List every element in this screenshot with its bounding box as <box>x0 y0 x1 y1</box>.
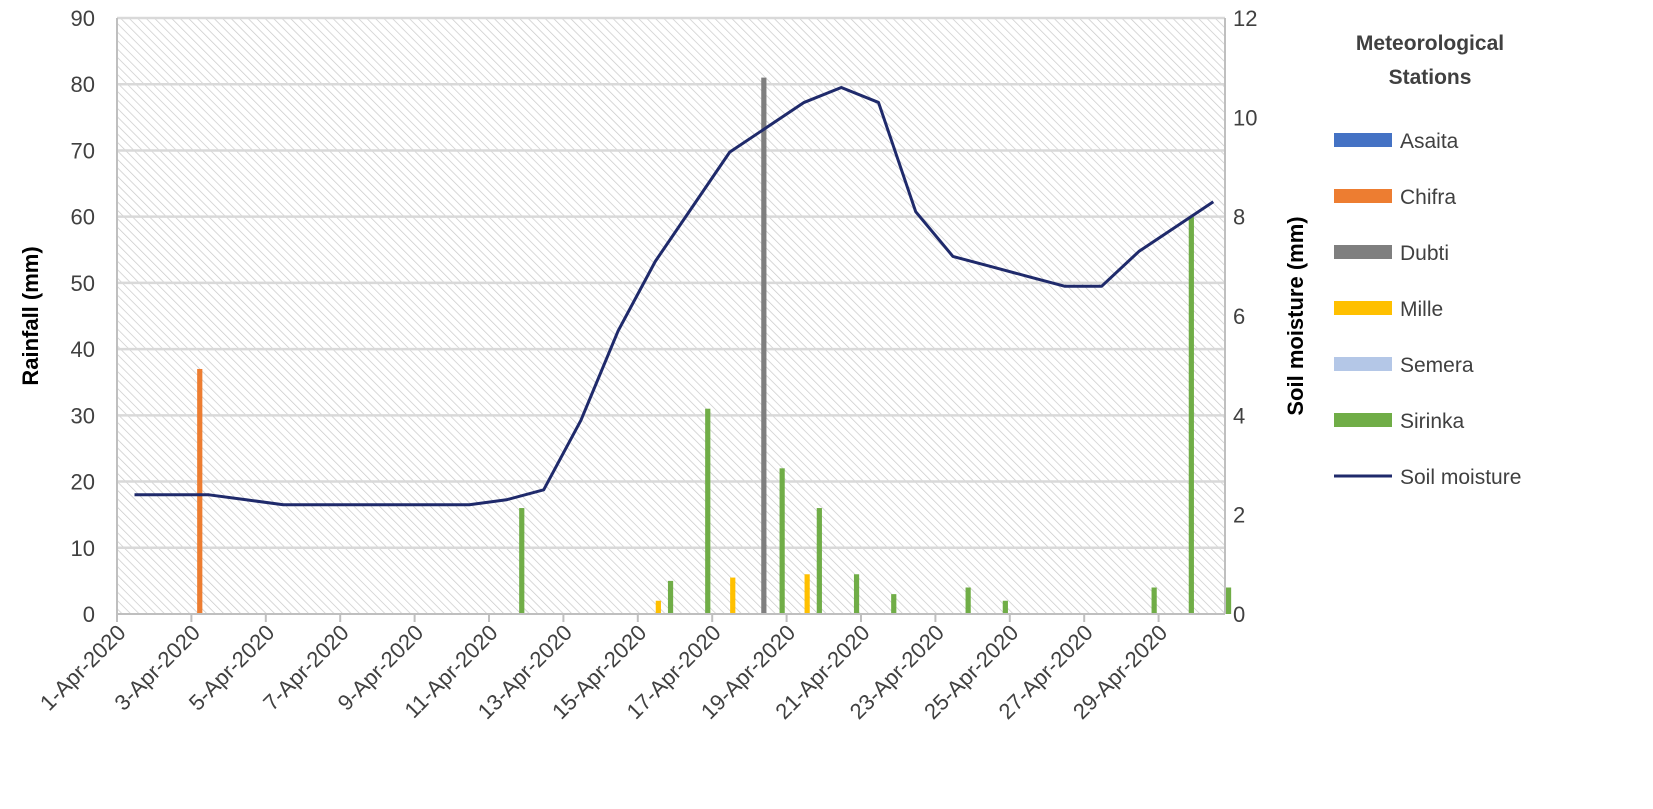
legend-swatch-mille <box>1334 301 1392 315</box>
legend-label-dubti: Dubti <box>1400 242 1449 265</box>
left-tick-label: 20 <box>71 470 95 495</box>
right-y-tick-labels: 0 2 4 6 8 10 12 <box>1233 6 1257 627</box>
legend-label-chifra: Chifra <box>1400 186 1456 209</box>
legend-title-line-2: Stations <box>1389 66 1472 89</box>
legend-items: Asaita Chifra Dubti Mille Semera Sirinka Soil … <box>1334 130 1521 489</box>
right-tick-label: 2 <box>1233 503 1245 528</box>
legend-label-mille: Mille <box>1400 298 1443 321</box>
legend-label-soil-moisture: Soil moisture <box>1400 466 1521 489</box>
bar-sirinka <box>779 468 785 614</box>
gridlines <box>117 16 1225 550</box>
bar-sirinka <box>705 408 711 614</box>
legend-swatch-sirinka <box>1334 413 1392 427</box>
left-tick-label: 0 <box>83 602 95 627</box>
bar-dubti <box>761 77 767 615</box>
legend-swatch-chifra <box>1334 189 1392 203</box>
bar-sirinka <box>1188 216 1194 614</box>
legend-title: Meteorological Stations <box>1356 32 1504 89</box>
right-tick-label: 0 <box>1233 602 1245 627</box>
bar-sirinka <box>1225 587 1232 614</box>
legend: Meteorological Stations Asaita Chifra Dubti… <box>1334 32 1521 489</box>
axes <box>116 18 1226 622</box>
bar-chifra <box>197 368 203 614</box>
plot-area-background <box>117 18 1225 614</box>
legend-label-semera: Semera <box>1400 354 1474 377</box>
soil-moisture-line <box>134 86 1215 507</box>
left-tick-label: 70 <box>71 138 95 163</box>
legend-swatch-semera <box>1334 357 1392 371</box>
bar-sirinka <box>965 587 971 614</box>
bar-sirinka <box>519 508 525 614</box>
rainfall-bars <box>197 77 1232 615</box>
soil-moisture-series <box>134 86 1215 507</box>
left-tick-label: 80 <box>71 72 95 97</box>
legend-title-line-1: Meteorological <box>1356 32 1504 55</box>
right-tick-label: 12 <box>1233 6 1257 31</box>
bar-sirinka <box>1151 587 1157 614</box>
bar-sirinka <box>891 594 897 614</box>
bar-sirinka <box>816 508 822 614</box>
left-tick-label: 30 <box>71 403 95 428</box>
left-tick-label: 40 <box>71 337 95 362</box>
right-tick-label: 10 <box>1233 105 1257 130</box>
left-tick-label: 50 <box>71 271 95 296</box>
bar-sirinka <box>1002 600 1008 614</box>
bar-mille <box>730 577 736 614</box>
x-tick-labels: 1-Apr-20203-Apr-20205-Apr-20207-Apr-2020… <box>35 620 1172 724</box>
right-tick-label: 6 <box>1233 304 1245 329</box>
legend-swatch-asaita <box>1334 133 1392 147</box>
legend-label-sirinka: Sirinka <box>1400 410 1465 433</box>
bar-mille <box>804 574 810 614</box>
left-axis-title: Rainfall (mm) <box>18 246 43 385</box>
right-tick-label: 4 <box>1233 403 1245 428</box>
legend-label-asaita: Asaita <box>1400 130 1459 153</box>
legend-swatch-dubti <box>1334 245 1392 259</box>
bar-sirinka <box>667 580 674 614</box>
right-axis-title: Soil moisture (mm) <box>1283 216 1308 415</box>
bar-sirinka <box>853 574 860 614</box>
left-tick-label: 10 <box>71 536 95 561</box>
right-tick-label: 8 <box>1233 205 1245 230</box>
left-tick-label: 90 <box>71 6 95 31</box>
bar-mille <box>655 600 661 614</box>
left-tick-label: 60 <box>71 205 95 230</box>
left-y-tick-labels: 0 10 20 30 40 50 60 70 80 90 <box>71 6 95 627</box>
